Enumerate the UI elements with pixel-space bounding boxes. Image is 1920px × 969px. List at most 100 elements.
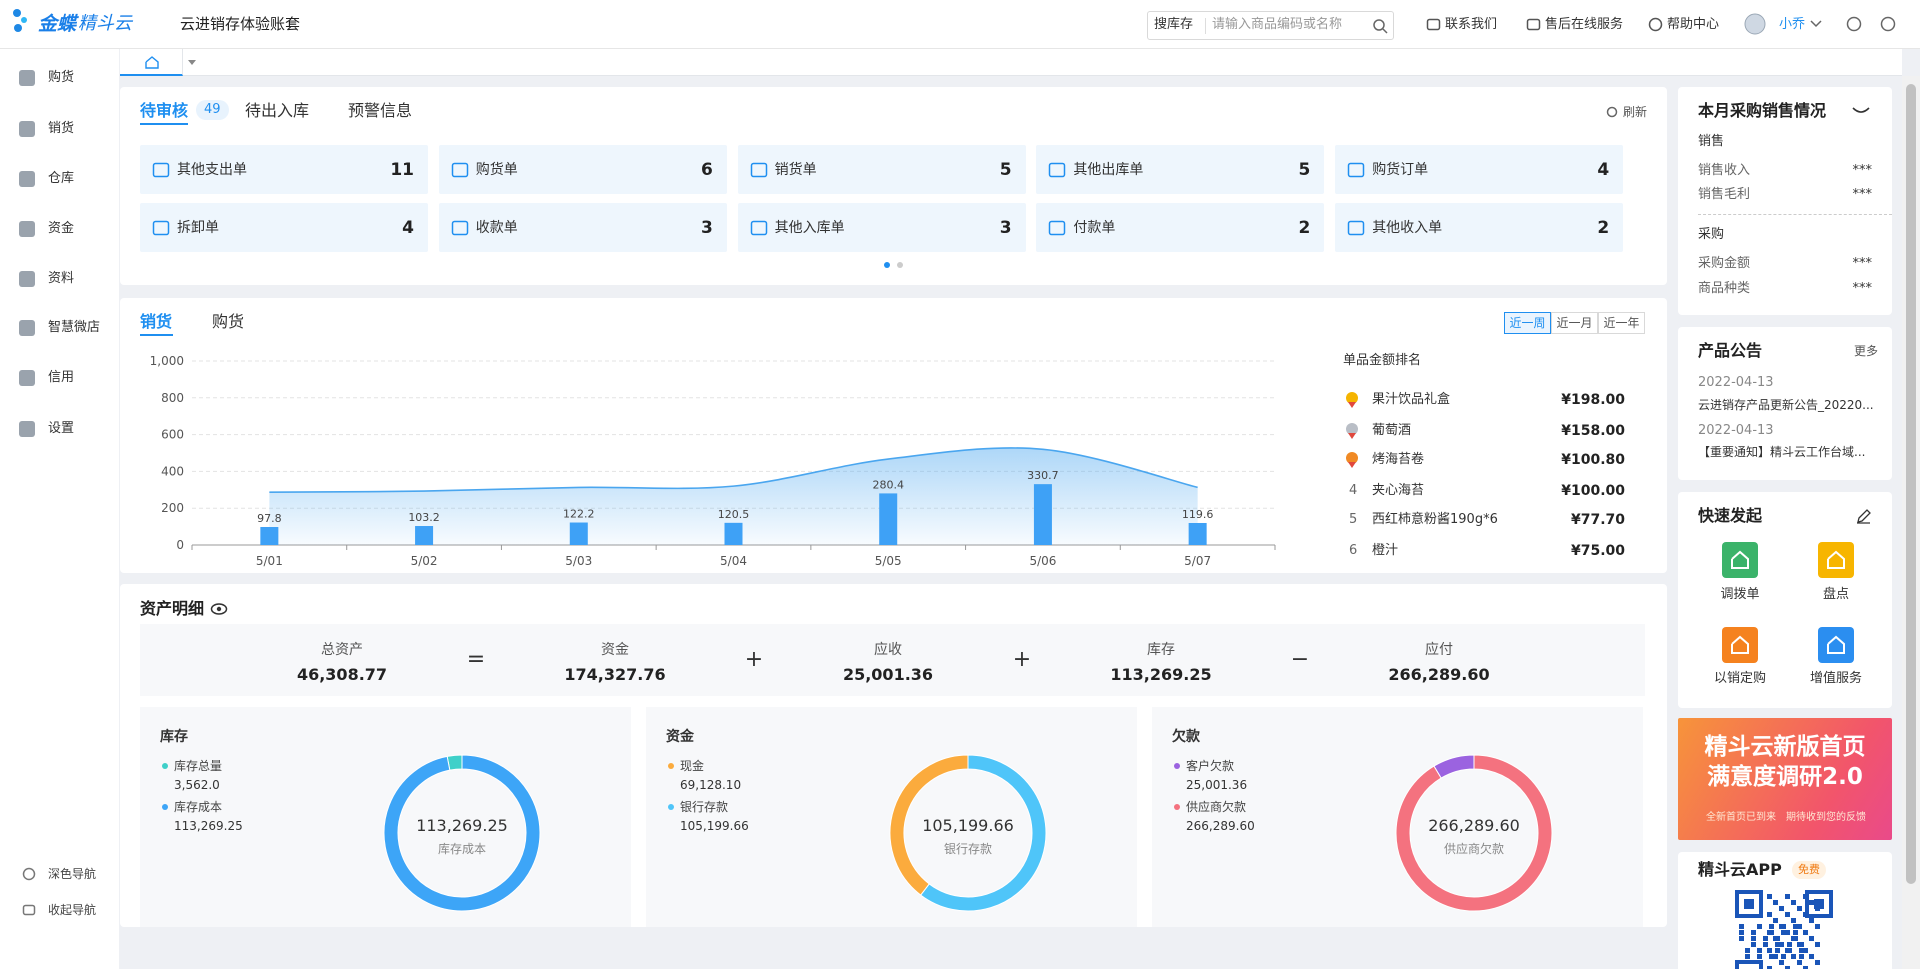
nav-footer-item[interactable]: 收起导航 — [48, 903, 97, 917]
donut-center-value: 105,199.66 — [922, 816, 1014, 835]
task-item[interactable]: 购货订单 4 — [1335, 145, 1624, 194]
avatar — [1744, 13, 1766, 35]
icon-shape — [22, 904, 36, 916]
logo-dot — [21, 17, 27, 23]
range-button[interactable]: 近一年 — [1598, 312, 1645, 334]
notices-more[interactable]: 更多 — [1853, 344, 1878, 358]
search-placeholder[interactable]: 请输入商品编码或名称 — [1212, 17, 1343, 32]
qr-module — [1797, 906, 1802, 911]
header-link[interactable]: 售后在线服务 — [1545, 17, 1624, 32]
qr-module — [1791, 918, 1796, 923]
qr-module — [1809, 918, 1814, 923]
user-name[interactable]: 小乔 — [1779, 17, 1806, 32]
home-tab[interactable] — [120, 49, 183, 76]
pager-dot[interactable] — [884, 262, 890, 268]
task-count: 2 — [1597, 218, 1610, 238]
tab-dropdown — [188, 60, 196, 65]
icon-shape — [1426, 18, 1441, 31]
quick-label[interactable]: 盘点 — [1822, 587, 1849, 602]
icon — [1606, 106, 1618, 118]
icon-shape — [1880, 16, 1896, 32]
qr-module — [1767, 966, 1772, 969]
app-title: 精斗云APP — [1698, 860, 1782, 879]
range-button[interactable]: 近一月 — [1551, 312, 1598, 334]
icon-shape — [19, 271, 35, 287]
search-box[interactable]: 搜库存 请输入商品编码或名称 — [1147, 11, 1394, 40]
brand: 金蝶 — [38, 13, 77, 35]
x-tick-label: 5/02 — [411, 554, 438, 568]
scrollbar-thumb[interactable] — [1906, 84, 1916, 884]
quick-title: 快速发起 — [1698, 506, 1763, 525]
icon-shape — [152, 220, 170, 236]
range-button[interactable]: 近一周 — [1504, 312, 1551, 334]
chevron — [1810, 20, 1822, 28]
icon — [22, 904, 36, 916]
quick-label[interactable]: 调拨单 — [1720, 587, 1760, 602]
nav-footer-item[interactable]: 深色导航 — [48, 867, 97, 881]
icon-shape — [1382, 28, 1388, 34]
qr-module — [1781, 924, 1786, 929]
qr-module — [1773, 918, 1778, 923]
search-scope[interactable]: 搜库存 — [1154, 17, 1194, 32]
avatar-shape — [1744, 13, 1766, 35]
nav-item[interactable]: 资料 — [48, 271, 75, 286]
header-link[interactable]: 帮助中心 — [1667, 17, 1720, 32]
task-item[interactable]: 其他入库单 3 — [737, 203, 1026, 252]
nav-item[interactable]: 智慧微店 — [48, 320, 101, 335]
medal — [1346, 423, 1358, 439]
task-item[interactable]: 购货单 6 — [438, 145, 727, 194]
nav-item[interactable]: 信用 — [48, 370, 75, 385]
term-value: 46,308.77 — [296, 665, 388, 684]
tab[interactable]: 销货 — [140, 312, 173, 331]
task-count: 4 — [402, 218, 414, 238]
task-item[interactable]: 其他支出单 11 — [140, 145, 428, 194]
icon — [152, 162, 170, 178]
scrollbar — [1902, 76, 1920, 969]
refresh[interactable]: 刷新 — [1622, 105, 1647, 119]
qr-module — [1785, 930, 1790, 935]
nav-item[interactable]: 资金 — [48, 221, 75, 236]
qr-module — [1797, 960, 1802, 965]
tab[interactable]: 购货 — [212, 312, 245, 331]
legend-value: 3,562.0 — [174, 778, 220, 792]
donut: 113,269.25 库存成本 — [383, 754, 541, 912]
nav-item[interactable]: 销货 — [48, 121, 75, 136]
donut-slice — [1395, 754, 1553, 912]
legend-label: 库存总量 — [174, 759, 223, 773]
app-panel: 精斗云APP 免费 — [1678, 852, 1892, 969]
term-label: 库存 — [1147, 642, 1175, 658]
tab[interactable]: 待出入库 — [245, 101, 310, 120]
task-item[interactable]: 收款单 3 — [438, 203, 727, 252]
tab[interactable]: 待审核 — [140, 101, 189, 120]
ranking-name: 烤海苔卷 — [1372, 452, 1425, 467]
tasks-card: 待审核 49 待出入库 预警信息 刷新 其他支出单 11 购货单 6 销货单 5 其他出库单 5 购货订单… — [120, 87, 1667, 285]
donut-center-label: 供应商欠款 — [1444, 841, 1504, 856]
task-item[interactable]: 其他出库单 5 — [1036, 145, 1325, 194]
notice-text[interactable]: 【重要通知】精斗云工作台域... — [1698, 445, 1866, 459]
icon — [19, 271, 35, 287]
task-label: 其他入库单 — [774, 220, 845, 236]
quick-label[interactable]: 增值服务 — [1809, 671, 1862, 686]
term-value: 113,269.25 — [1110, 665, 1212, 684]
task-item[interactable]: 销货单 5 — [737, 145, 1026, 194]
icon-shape — [1810, 20, 1822, 28]
qr-module — [1803, 948, 1808, 953]
qr-module — [1797, 924, 1802, 929]
nav-item[interactable]: 仓库 — [48, 171, 75, 186]
quick-label[interactable]: 以销定购 — [1713, 671, 1766, 686]
tab[interactable]: 预警信息 — [348, 101, 413, 120]
notices-panel: 产品公告 更多 2022-04-13 云进销存产品更新公告_20220... 2022-… — [1678, 327, 1892, 480]
qr-module — [1739, 924, 1744, 929]
pager-dot[interactable] — [897, 262, 903, 268]
notice-text[interactable]: 云进销存产品更新公告_20220... — [1698, 398, 1874, 412]
task-item[interactable]: 拆卸单 4 — [140, 203, 428, 252]
banner-title: 满意度调研2.0 — [1707, 764, 1863, 790]
header-link[interactable]: 联系我们 — [1445, 17, 1498, 32]
banner[interactable]: 精斗云新版首页 满意度调研2.0 全新首页已到来 期待收到您的反馈 — [1678, 718, 1892, 840]
task-label: 其他支出单 — [177, 162, 247, 178]
task-item[interactable]: 付款单 2 — [1036, 203, 1325, 252]
nav-item[interactable]: 购货 — [48, 70, 75, 85]
icon — [451, 162, 469, 178]
nav-item[interactable]: 设置 — [48, 421, 75, 436]
task-item[interactable]: 其他收入单 2 — [1335, 203, 1624, 252]
